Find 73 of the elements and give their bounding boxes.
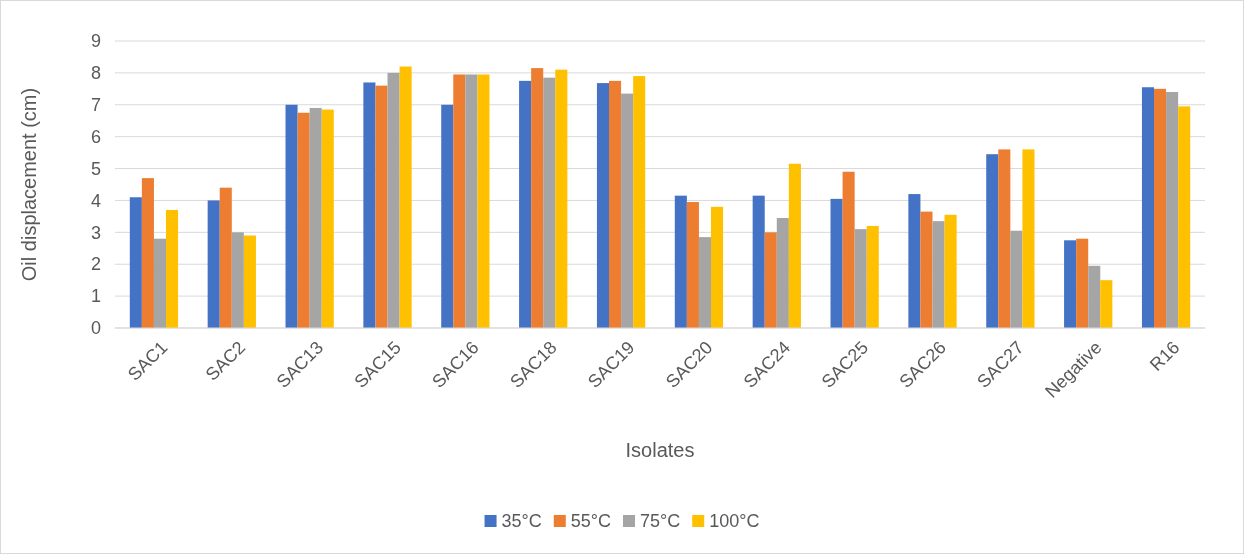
x-axis-title: Isolates bbox=[625, 439, 695, 461]
bar bbox=[231, 232, 244, 328]
bar bbox=[698, 237, 711, 328]
bar bbox=[1076, 238, 1089, 328]
bar bbox=[776, 217, 789, 328]
bar bbox=[1178, 106, 1191, 328]
bar bbox=[830, 198, 843, 328]
bar bbox=[1010, 230, 1023, 328]
legend-label: 55°C bbox=[570, 511, 611, 531]
y-tick-label: 9 bbox=[90, 31, 101, 52]
y-tick-label: 4 bbox=[90, 190, 101, 211]
bar bbox=[866, 225, 879, 328]
bar bbox=[465, 74, 478, 328]
y-tick-label: 0 bbox=[90, 318, 101, 339]
y-axis-title: Oil displacement (cm) bbox=[18, 87, 40, 282]
bar bbox=[453, 74, 466, 328]
bar bbox=[932, 221, 945, 328]
y-tick-label: 3 bbox=[90, 222, 101, 243]
bar bbox=[854, 229, 867, 328]
bar bbox=[219, 187, 232, 328]
bar bbox=[686, 202, 699, 328]
y-tick-label: 8 bbox=[90, 63, 101, 84]
bar bbox=[788, 163, 801, 328]
bar bbox=[141, 178, 154, 328]
y-tick-label: 1 bbox=[90, 286, 101, 307]
bar bbox=[531, 68, 544, 328]
bar bbox=[752, 195, 765, 328]
y-tick-label: 5 bbox=[90, 158, 101, 179]
x-tick-label: R16 bbox=[1145, 337, 1184, 375]
bar bbox=[285, 104, 298, 328]
bar bbox=[309, 107, 322, 328]
bar bbox=[477, 74, 490, 328]
bar bbox=[1088, 265, 1101, 328]
bar bbox=[387, 72, 400, 328]
bar bbox=[674, 195, 687, 328]
bar bbox=[1100, 280, 1113, 328]
bar bbox=[711, 206, 724, 328]
bar bbox=[129, 197, 142, 328]
bar bbox=[621, 93, 634, 328]
bar bbox=[555, 69, 568, 328]
bar bbox=[920, 211, 933, 328]
bar bbox=[998, 149, 1011, 328]
legend-label: 100°C bbox=[709, 511, 760, 531]
bar bbox=[596, 83, 609, 328]
bar bbox=[1166, 92, 1179, 328]
y-tick-label: 2 bbox=[90, 254, 101, 275]
bar bbox=[363, 82, 376, 328]
bar bbox=[944, 214, 957, 328]
bar bbox=[375, 85, 388, 328]
bar bbox=[633, 76, 646, 328]
bar bbox=[321, 109, 334, 328]
bar bbox=[166, 210, 179, 328]
bar bbox=[399, 66, 412, 328]
bar bbox=[243, 235, 256, 328]
y-tick-label: 6 bbox=[90, 126, 101, 147]
bar bbox=[153, 238, 166, 328]
bar bbox=[764, 232, 777, 328]
bar bbox=[207, 200, 220, 328]
bar bbox=[297, 112, 310, 328]
legend-label: 75°C bbox=[639, 511, 681, 531]
bar bbox=[519, 80, 532, 328]
bar bbox=[1064, 240, 1077, 328]
bar bbox=[1141, 87, 1155, 328]
bar bbox=[1154, 88, 1167, 328]
bar bbox=[986, 154, 999, 328]
bar bbox=[842, 171, 855, 328]
bar bbox=[441, 104, 454, 328]
bar bbox=[908, 194, 921, 328]
y-tick-label: 7 bbox=[90, 95, 101, 116]
bar bbox=[1022, 149, 1035, 328]
bar bbox=[609, 80, 622, 328]
bar bbox=[543, 77, 556, 328]
legend-label: 35°C bbox=[501, 511, 542, 531]
